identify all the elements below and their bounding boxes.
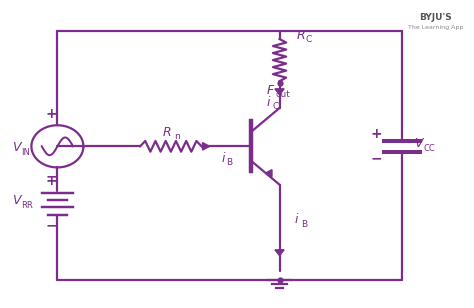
Text: B: B	[227, 158, 233, 167]
Text: −: −	[46, 218, 57, 233]
Text: IN: IN	[21, 148, 30, 156]
Text: C: C	[306, 34, 312, 43]
Polygon shape	[275, 89, 284, 95]
Text: V: V	[12, 140, 21, 154]
Polygon shape	[275, 250, 284, 256]
Text: B: B	[301, 221, 307, 229]
Text: +: +	[46, 107, 57, 121]
Text: R: R	[297, 29, 305, 42]
Text: BYJU'S: BYJU'S	[419, 14, 452, 22]
Text: V: V	[414, 137, 423, 150]
Text: i: i	[295, 213, 298, 226]
Text: V: V	[12, 194, 21, 207]
Text: C: C	[273, 102, 279, 111]
Text: −: −	[371, 152, 382, 166]
Text: RR: RR	[21, 201, 33, 210]
Polygon shape	[265, 170, 272, 177]
Text: −: −	[46, 169, 57, 183]
Text: i: i	[266, 96, 270, 109]
Text: +: +	[371, 127, 382, 141]
Text: The Learning App: The Learning App	[408, 25, 463, 30]
Text: CC: CC	[423, 144, 435, 153]
Text: R: R	[163, 126, 172, 140]
Text: i: i	[221, 152, 225, 165]
Text: out: out	[276, 90, 291, 99]
Text: n: n	[174, 132, 180, 141]
Text: +: +	[46, 174, 57, 188]
Polygon shape	[202, 143, 210, 150]
Text: F: F	[266, 84, 273, 97]
